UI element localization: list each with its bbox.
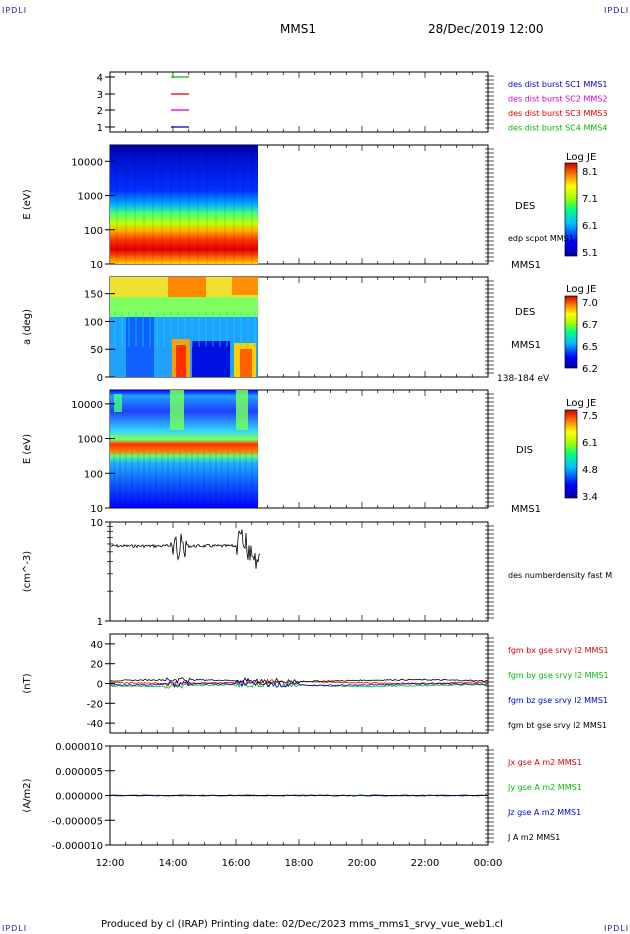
current-series-4 xyxy=(110,794,489,797)
y-tick-label-7-0: 0.000010 xyxy=(55,742,103,753)
colorbar-des-pitch xyxy=(564,295,578,369)
legend-entry-burst-1: des dist burst SC1 MMS1 xyxy=(508,80,607,89)
corner-label-bottom-right: IPDLI xyxy=(604,924,630,933)
panel-label-energy-range: 138-184 eV xyxy=(497,374,550,384)
colorbar-tick-2-0: 8.1 xyxy=(582,167,598,178)
legend-entry-bfield-1: fgm bx gse srvy l2 MMS1 xyxy=(508,646,609,655)
colorbar-tick-3-3: 6.2 xyxy=(582,364,598,375)
x-tick-label-6: 00:00 xyxy=(474,858,503,869)
y-tick-label-6-0: 40 xyxy=(90,640,103,651)
colorbar-tick-3-0: 7.0 xyxy=(582,298,598,309)
bfield-series-4 xyxy=(109,676,489,684)
y-tick-label-7-2: 0.000000 xyxy=(55,792,103,803)
colorbar-des-energy xyxy=(564,162,578,257)
des-pitch-spectrogram xyxy=(110,277,258,377)
x-tick-label-3: 18:00 xyxy=(285,858,314,869)
y-tick-label-2-2: 100 xyxy=(84,226,103,237)
y-tick-label-3-1: 100 xyxy=(84,317,103,328)
colorbar-title-4: Log JE xyxy=(566,398,596,409)
x-tick-label-1: 14:00 xyxy=(159,858,188,869)
legend-entry-density: des numberdensity fast M xyxy=(508,571,612,580)
y-axis-title-5: (cm^-3) xyxy=(22,551,33,592)
legend-entry-bfield-4: fgm bt gse srvy l2 MMS1 xyxy=(508,721,607,730)
y-tick-label-1-1: 3 xyxy=(97,90,103,101)
panel-label-des: DES xyxy=(515,201,535,212)
corner-label-top-right: IPDLI xyxy=(604,6,630,15)
colorbar-tick-2-2: 6.1 xyxy=(582,221,598,232)
y-tick-label-3-3: 0 xyxy=(97,373,103,384)
legend-entry-current-4: J A m2 MMS1 xyxy=(507,833,560,842)
spacecraft-title: MMS1 xyxy=(280,22,316,36)
date-title: 28/Dec/2019 12:00 xyxy=(428,22,544,36)
y-tick-label-1-0: 4 xyxy=(97,73,103,84)
y-tick-label-2-3: 10 xyxy=(90,260,103,271)
y-tick-label-7-1: 0.000005 xyxy=(55,767,103,778)
y-tick-label-3-2: 50 xyxy=(90,345,103,356)
legend-entry-bfield-3: fgm bz gse srvy l2 MMS1 xyxy=(508,696,608,705)
y-tick-label-4-3: 10 xyxy=(90,504,103,515)
colorbar-tick-3-1: 6.7 xyxy=(582,320,598,331)
y-tick-label-6-3: -20 xyxy=(87,699,103,710)
legend-entry-bfield-2: fgm by gse srvy l2 MMS1 xyxy=(508,671,609,680)
y-tick-label-4-1: 1000 xyxy=(78,435,103,446)
legend-entry-burst-4: des dist burst SC4 MMS4 xyxy=(508,124,607,133)
y-tick-label-5-0: 10 xyxy=(90,518,103,529)
y-tick-label-6-1: 20 xyxy=(90,660,103,671)
panel-label-mms1-4: MMS1 xyxy=(511,504,541,515)
corner-label-bottom-left: IPDLI xyxy=(2,924,28,933)
x-tick-label-0: 12:00 xyxy=(96,858,125,869)
y-axis-title-7: (A/m2) xyxy=(22,778,33,812)
colorbar-title-3: Log JE xyxy=(566,284,596,295)
y-tick-label-4-2: 100 xyxy=(84,469,103,480)
colorbar-tick-4-1: 6.1 xyxy=(582,438,598,449)
panel-label-des-pitch: DES xyxy=(515,307,535,318)
legend-entry-burst-3: des dist burst SC3 MMS3 xyxy=(508,109,607,118)
x-tick-label-5: 22:00 xyxy=(411,858,440,869)
colorbar-tick-4-0: 7.5 xyxy=(582,411,598,422)
colorbar-tick-4-2: 4.8 xyxy=(582,465,598,476)
x-tick-label-4: 20:00 xyxy=(348,858,377,869)
panel-frame-1 xyxy=(109,71,489,133)
y-tick-label-7-4: -0.000010 xyxy=(52,841,103,852)
legend-entry-current-1: Jx gse A m2 MMS1 xyxy=(507,758,582,767)
y-tick-label-3-0: 150 xyxy=(84,290,103,301)
y-tick-label-4-0: 10000 xyxy=(71,400,103,411)
colorbar-dis-energy xyxy=(564,409,578,499)
y-axis-title-6: (nT) xyxy=(22,673,33,693)
legend-entry-current-3: Jz gse A m2 MMS1 xyxy=(507,808,581,817)
y-tick-label-5-1: 1 xyxy=(97,617,103,628)
y-tick-label-6-2: 0 xyxy=(97,680,103,691)
des-energy-spectrogram xyxy=(110,145,258,264)
y-tick-label-2-1: 1000 xyxy=(78,192,103,203)
panel-frame-5 xyxy=(109,521,489,622)
colorbar-tick-3-2: 6.5 xyxy=(582,342,598,353)
y-tick-label-1-2: 2 xyxy=(97,106,103,117)
y-axis-title-2: E (eV) xyxy=(22,189,33,219)
colorbar-title-2: Log JE xyxy=(566,152,596,163)
y-tick-label-1-3: 1 xyxy=(97,123,103,134)
x-tick-label-2: 16:00 xyxy=(222,858,251,869)
y-tick-label-7-3: -0.000005 xyxy=(52,816,103,827)
bfield-series-2 xyxy=(110,681,489,689)
colorbar-tick-2-1: 7.1 xyxy=(582,194,598,205)
y-axis-title-3: a (deg) xyxy=(22,309,33,345)
colorbar-tick-2-3: 5.1 xyxy=(582,248,598,259)
corner-label-top-left: IPDLI xyxy=(2,6,28,15)
dis-energy-spectrogram xyxy=(110,390,259,508)
panel-label-dis: DIS xyxy=(516,445,533,456)
panel-label-mms1-2: MMS1 xyxy=(511,260,541,271)
bfield-series-3 xyxy=(109,679,489,688)
legend-entry-burst-2: des dist burst SC2 MMS2 xyxy=(508,95,607,104)
density-series-line xyxy=(110,529,261,569)
panel-label-mms1-3: MMS1 xyxy=(511,340,541,351)
footer-credits: Produced by cl (IRAP) Printing date: 02/… xyxy=(101,919,503,930)
y-axis-title-4: E (eV) xyxy=(22,434,33,464)
legend-entry-scpot: edp scpot MMS1 xyxy=(508,234,574,243)
colorbar-tick-4-3: 3.4 xyxy=(582,492,598,503)
legend-entry-current-2: Jy gse A m2 MMS1 xyxy=(507,783,582,792)
y-tick-label-2-0: 10000 xyxy=(71,157,103,168)
y-tick-label-6-4: -40 xyxy=(87,719,103,730)
